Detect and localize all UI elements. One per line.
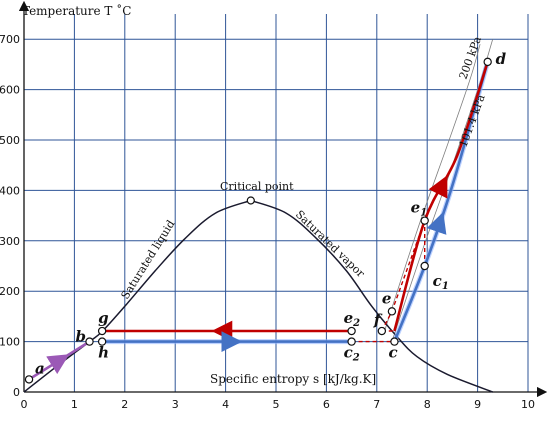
state-point-b xyxy=(85,337,94,346)
x-tick-label: 5 xyxy=(273,398,280,411)
state-point-c xyxy=(390,337,399,346)
y-tick-label: 600 xyxy=(0,84,20,97)
dashed-paths xyxy=(351,220,426,343)
state-label-a: a xyxy=(35,359,45,377)
x-tick-label: 1 xyxy=(71,398,78,411)
isobar-line xyxy=(384,44,481,332)
path-arrow xyxy=(428,175,448,199)
saturated-liquid-curve xyxy=(23,199,252,393)
state-label-f: f xyxy=(373,311,383,329)
y-tick-label: 0 xyxy=(13,386,20,399)
state-label-e2: e2 xyxy=(344,309,361,329)
path-arrow xyxy=(46,354,70,375)
saturated-vapor-label: Saturated vapor xyxy=(293,208,368,281)
y-tick-label: 300 xyxy=(0,235,20,248)
state-label-e: e xyxy=(382,289,392,307)
x-axis-label: Specific entropy s [kJ/kg.K] xyxy=(210,372,376,386)
state-point-d xyxy=(483,57,492,67)
isobar-101-label: 101.4 kPa xyxy=(457,92,488,149)
x-tick-label: 0 xyxy=(21,398,28,411)
state-label-e1: e1 xyxy=(411,199,428,219)
state-point-g xyxy=(97,326,107,336)
state-label-h: h xyxy=(98,344,109,362)
y-axis-label: Temperature T ˚C xyxy=(22,3,131,18)
state-point-c2 xyxy=(347,337,356,346)
y-tick-label: 500 xyxy=(0,134,20,147)
x-tick-label: 9 xyxy=(474,398,481,411)
x-tick-label: 8 xyxy=(424,398,431,411)
x-tick-label: 4 xyxy=(222,398,229,411)
y-tick-label: 400 xyxy=(0,184,20,197)
grid-lines xyxy=(24,14,529,392)
state-label-d: d xyxy=(496,50,507,68)
state-point-f xyxy=(377,326,387,336)
critical-point-label: Critical point xyxy=(220,180,294,193)
y-tick-label: 200 xyxy=(0,285,20,298)
x-tick-label: 10 xyxy=(521,398,535,411)
saturated-liquid-label: Saturated liquid xyxy=(119,218,178,302)
process-paths xyxy=(28,61,491,381)
state-label-b: b xyxy=(76,328,87,346)
state-label-c2: c2 xyxy=(344,344,360,364)
path-arrow xyxy=(426,211,447,235)
state-point-h xyxy=(97,337,107,346)
x-tick-label: 3 xyxy=(172,398,179,411)
state-label-c: c xyxy=(388,344,397,362)
y-tick-label: 100 xyxy=(0,336,20,349)
state-point-e xyxy=(387,307,397,316)
saturated-vapor-curve xyxy=(250,199,493,393)
state-point-a xyxy=(24,375,34,384)
state-point-e1 xyxy=(420,216,429,225)
isobar-200-label: 200 kPa xyxy=(457,34,485,81)
critical-point-marker xyxy=(246,196,255,205)
state-point-e2 xyxy=(347,326,356,336)
state-label-g: g xyxy=(98,309,109,327)
state-label-c1: c1 xyxy=(433,272,449,292)
x-tick-label: 6 xyxy=(323,398,330,411)
y-tick-label: 700 xyxy=(0,33,20,46)
state-point-c1 xyxy=(420,261,429,271)
x-tick-label: 2 xyxy=(121,398,128,411)
x-tick-label: 7 xyxy=(373,398,380,411)
